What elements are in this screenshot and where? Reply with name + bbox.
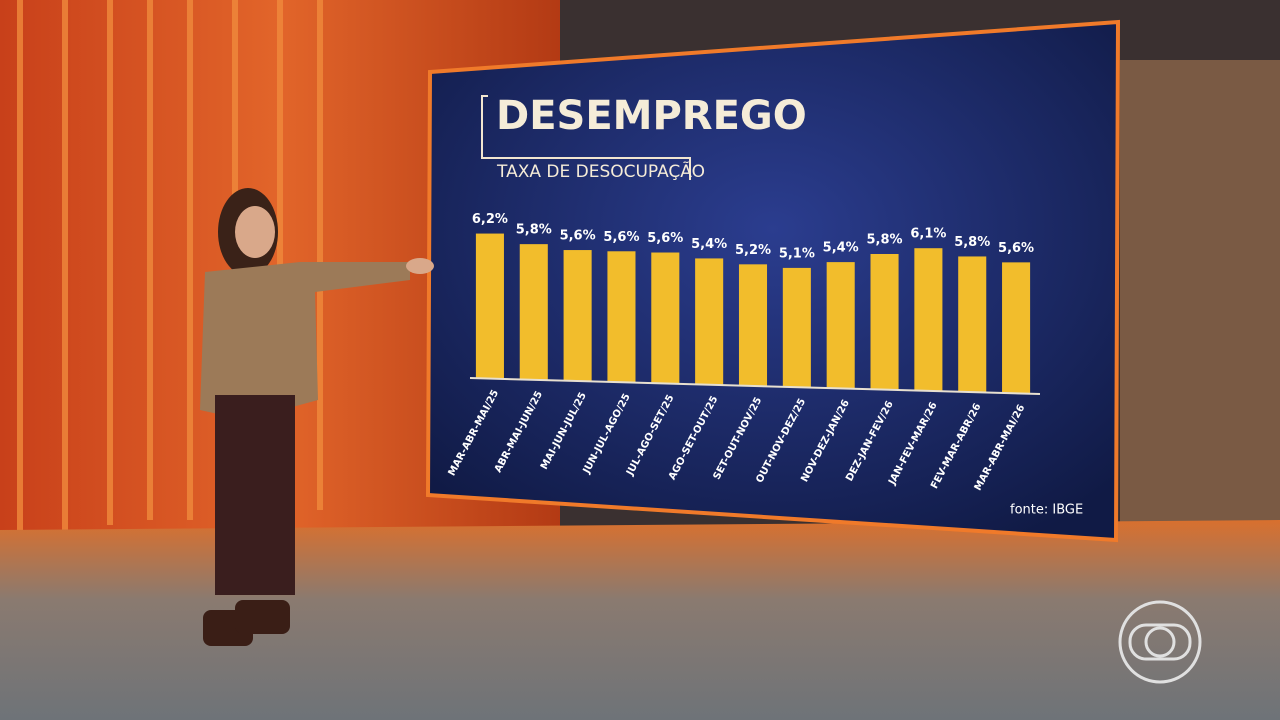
value-label: 5,2% [735, 243, 771, 258]
bar [519, 244, 548, 380]
chart-subtitle: TAXA DE DESOCUPAÇÃO [496, 160, 705, 182]
bar [870, 253, 899, 390]
source-note: fonte: IBGE [1010, 503, 1083, 518]
bar [607, 251, 636, 383]
value-label: 5,6% [560, 229, 596, 244]
studio-floor [0, 520, 1280, 720]
value-label: 5,4% [823, 241, 859, 256]
value-label: 5,4% [691, 237, 727, 252]
baseline [469, 377, 1041, 395]
bar [475, 233, 504, 379]
value-label: 5,1% [779, 246, 815, 261]
studio-background [1120, 60, 1280, 540]
bar [695, 258, 724, 385]
value-label: 5,8% [867, 232, 903, 247]
chart-title: DESEMPREGO [496, 93, 807, 139]
bar [563, 250, 592, 382]
presenter [200, 188, 434, 646]
value-label: 6,2% [472, 212, 508, 227]
value-label: 5,8% [516, 223, 552, 238]
value-label: 5,6% [647, 231, 683, 246]
value-label: 5,6% [998, 241, 1034, 256]
title-bracket [481, 95, 691, 180]
value-label: 5,6% [603, 230, 639, 245]
bar [958, 256, 987, 393]
value-label: 5,8% [954, 235, 990, 250]
bar [782, 267, 811, 388]
bar [738, 264, 768, 386]
bar [651, 252, 680, 384]
bar [1002, 262, 1031, 394]
chart-panel [425, 19, 1121, 543]
bar [914, 248, 943, 391]
channel-logo [1118, 600, 1202, 684]
value-label: 6,1% [910, 227, 946, 242]
bar [826, 262, 855, 389]
